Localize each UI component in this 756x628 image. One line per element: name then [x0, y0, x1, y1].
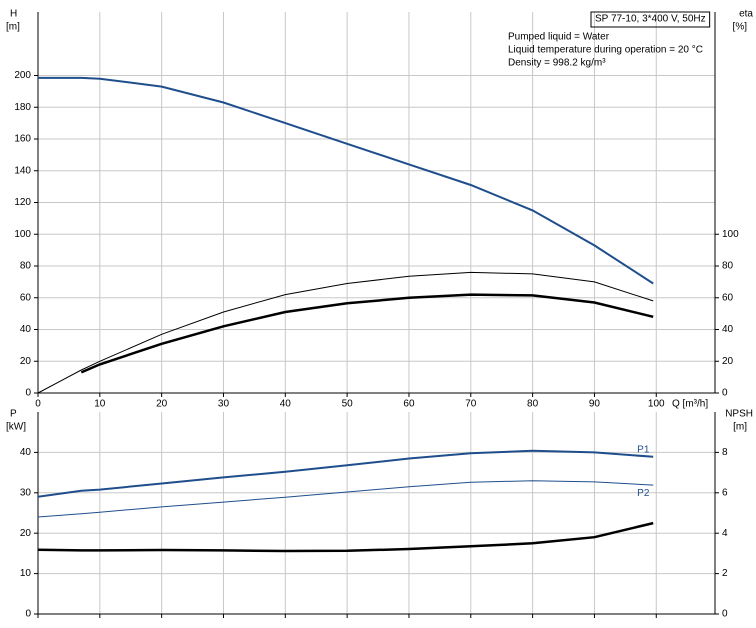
y-tick-label: 20 [20, 528, 32, 539]
y2-tick-label: 80 [722, 261, 734, 272]
y-tick-label: 100 [14, 229, 31, 240]
y-label: H [10, 9, 17, 20]
y-tick-label: 10 [20, 568, 32, 579]
y2-tick-label: 4 [722, 528, 728, 539]
x-tick-label: 50 [342, 399, 354, 410]
y-tick-label: 160 [14, 134, 31, 145]
y2-tick-label: 8 [722, 447, 728, 458]
y-label: P [10, 409, 17, 420]
y-tick-label: 20 [20, 356, 32, 367]
y2-tick-label: 0 [722, 388, 728, 399]
y2-tick-label: 2 [722, 568, 728, 579]
x-tick-label: 80 [527, 399, 539, 410]
series-line [37, 521, 654, 553]
y-tick-label: 180 [14, 102, 31, 113]
series-line [37, 271, 654, 394]
x-tick-label: 30 [218, 399, 230, 410]
y-tick-label: 60 [20, 292, 32, 303]
x-label: Q [m³/h] [672, 399, 708, 410]
y-tick-label: 140 [14, 165, 31, 176]
y2-label: NPSH [725, 409, 753, 420]
y2-unit: [m] [733, 422, 747, 433]
y2-label: eta [739, 9, 753, 20]
series-line [37, 449, 654, 498]
y-tick-label: 80 [20, 261, 32, 272]
series-label: P2 [637, 488, 650, 499]
x-tick-label: 40 [280, 399, 292, 410]
y2-tick-label: 0 [722, 609, 728, 620]
y-tick-label: 120 [14, 197, 31, 208]
x-tick-label: 10 [94, 399, 106, 410]
y-tick-label: 0 [25, 609, 31, 620]
y-tick-label: 30 [20, 487, 32, 498]
x-tick-label: 60 [403, 399, 415, 410]
series-label: P1 [637, 444, 650, 455]
y-tick-label: 40 [20, 447, 32, 458]
y-unit: [m] [6, 22, 20, 33]
chart-title: SP 77-10, 3*400 V, 50Hz [595, 14, 706, 25]
y-tick-label: 200 [14, 70, 31, 81]
x-tick-label: 20 [156, 399, 168, 410]
x-tick-label: 0 [35, 399, 41, 410]
y2-tick-label: 40 [722, 324, 734, 335]
annotation: Liquid temperature during operation = 20… [508, 45, 703, 56]
y2-tick-label: 6 [722, 487, 728, 498]
y2-tick-label: 20 [722, 356, 734, 367]
annotation: Pumped liquid = Water [508, 32, 610, 43]
x-tick-label: 100 [648, 399, 665, 410]
annotation: Density = 998.2 kg/m³ [508, 58, 606, 69]
y2-unit: [%] [733, 22, 748, 33]
y-unit: [kW] [6, 422, 26, 433]
series-line [80, 293, 654, 374]
x-tick-label: 90 [589, 399, 601, 410]
series-line [37, 480, 654, 518]
y-tick-label: 0 [25, 388, 31, 399]
series-line [38, 76, 654, 285]
y-tick-label: 40 [20, 324, 32, 335]
x-tick-label: 70 [465, 399, 477, 410]
title-box [590, 11, 711, 28]
y2-tick-label: 60 [722, 292, 734, 303]
y2-tick-label: 100 [722, 229, 739, 240]
